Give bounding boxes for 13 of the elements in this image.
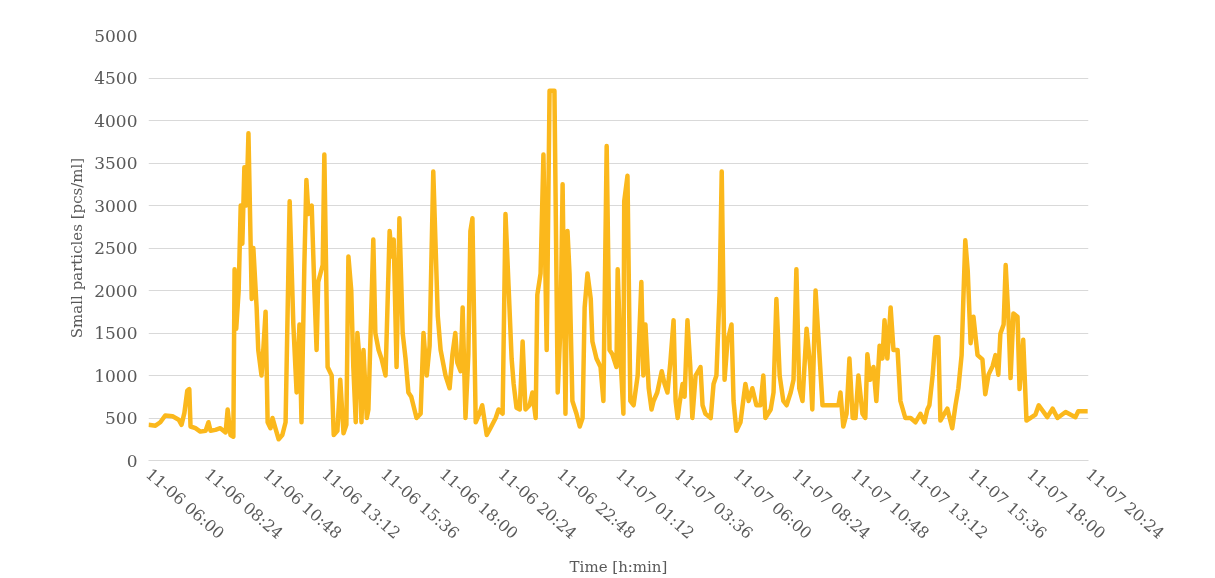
y-tick-label: 500 [105,408,138,428]
x-axis-title: Time [h:min] [569,557,668,576]
y-tick-label: 2000 [94,280,138,301]
y-tick-label: 5000 [94,25,138,46]
y-tick-label: 4000 [94,110,138,131]
y-tick-label: 0 [126,450,138,471]
y-tick-label: 4500 [94,68,138,88]
y-tick-label: 3500 [94,153,138,173]
y-tick-label: 1500 [94,323,138,343]
y-axis-title: Small particles [pcs/ml] [68,157,87,339]
y-tick-label: 1000 [94,365,138,386]
y-tick-label: 3000 [94,195,138,216]
y-tick-label: 2500 [94,238,138,258]
